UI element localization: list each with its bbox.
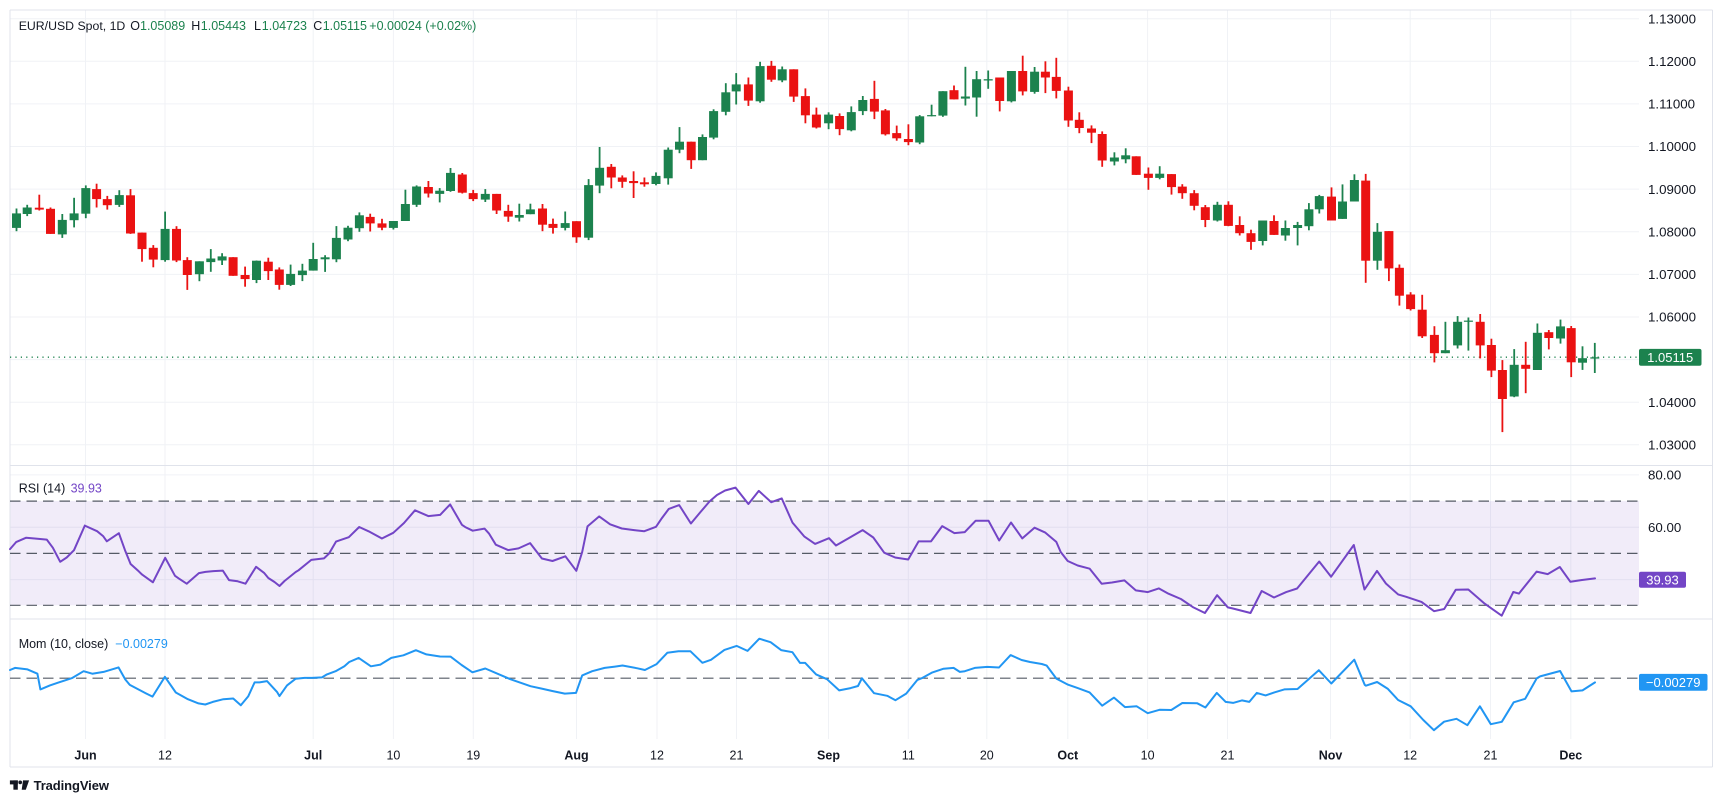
svg-text:1.10000: 1.10000 xyxy=(1648,139,1696,154)
svg-text:L: L xyxy=(254,19,261,33)
svg-text:TradingView: TradingView xyxy=(34,778,110,793)
svg-text:Mom (10, close): Mom (10, close) xyxy=(19,637,109,651)
svg-text:20: 20 xyxy=(980,748,994,762)
svg-text:1.12000: 1.12000 xyxy=(1648,54,1696,69)
svg-text:H: H xyxy=(191,19,200,33)
svg-text:1.05443: 1.05443 xyxy=(201,19,246,33)
svg-text:80.00: 80.00 xyxy=(1648,468,1681,483)
svg-text:60.00: 60.00 xyxy=(1648,520,1681,535)
svg-text:39.93: 39.93 xyxy=(71,481,102,495)
svg-text:1.06000: 1.06000 xyxy=(1648,310,1696,325)
svg-text:1.05089: 1.05089 xyxy=(140,19,185,33)
svg-text:EUR/USD Spot, 1D: EUR/USD Spot, 1D xyxy=(19,19,126,33)
svg-text:12: 12 xyxy=(158,748,172,762)
svg-text:1.13000: 1.13000 xyxy=(1648,11,1696,26)
svg-text:Nov: Nov xyxy=(1319,748,1343,762)
svg-text:1.05115: 1.05115 xyxy=(323,19,367,33)
svg-text:O: O xyxy=(130,19,140,33)
svg-text:Jun: Jun xyxy=(74,748,96,762)
svg-text:12: 12 xyxy=(650,748,664,762)
svg-text:12: 12 xyxy=(1403,748,1417,762)
svg-text:21: 21 xyxy=(1484,748,1498,762)
svg-text:19: 19 xyxy=(466,748,480,762)
svg-text:Oct: Oct xyxy=(1057,748,1079,762)
svg-text:−0.00279: −0.00279 xyxy=(1646,675,1701,690)
svg-text:C: C xyxy=(313,19,322,33)
svg-text:1.04000: 1.04000 xyxy=(1648,395,1696,410)
svg-text:Dec: Dec xyxy=(1559,748,1582,762)
svg-text:21: 21 xyxy=(1221,748,1235,762)
svg-text:+0.00024 (+0.02%): +0.00024 (+0.02%) xyxy=(369,19,476,33)
svg-text:1.04723: 1.04723 xyxy=(262,19,307,33)
svg-text:−0.00279: −0.00279 xyxy=(115,637,168,651)
svg-text:1.03000: 1.03000 xyxy=(1648,438,1696,453)
svg-text:1.08000: 1.08000 xyxy=(1648,224,1696,239)
svg-text:10: 10 xyxy=(386,748,400,762)
svg-text:Aug: Aug xyxy=(564,748,588,762)
svg-text:1.07000: 1.07000 xyxy=(1648,267,1696,282)
svg-text:Sep: Sep xyxy=(817,748,840,762)
svg-text:1.05115: 1.05115 xyxy=(1647,350,1693,365)
svg-text:1.09000: 1.09000 xyxy=(1648,182,1696,197)
svg-text:10: 10 xyxy=(1141,748,1155,762)
svg-text:RSI (14): RSI (14) xyxy=(19,481,66,495)
svg-text:21: 21 xyxy=(730,748,744,762)
svg-text:39.93: 39.93 xyxy=(1646,572,1679,587)
svg-text:11: 11 xyxy=(902,748,915,762)
svg-text:Jul: Jul xyxy=(304,748,322,762)
svg-text:1.11000: 1.11000 xyxy=(1648,97,1695,112)
